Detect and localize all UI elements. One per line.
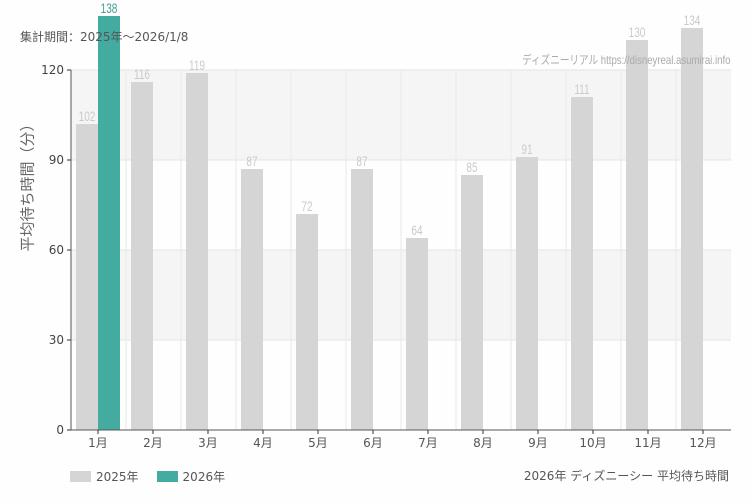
x-tick-label: 5月 <box>308 436 328 450</box>
legend-item-2025[interactable]: 2025年 <box>70 468 139 485</box>
bar-value-label: 130 <box>629 24 646 40</box>
legend-label-2025: 2025年 <box>96 470 139 484</box>
aggregation-period: 集計期間：2025年～2026/1/8 <box>20 30 189 44</box>
bar-2025年 <box>681 28 703 430</box>
bar-2025年 <box>351 169 373 430</box>
chart-caption: 2026年 ディズニーシー 平均待ち時間 <box>523 469 729 483</box>
legend-swatch-2025 <box>70 471 91 482</box>
bar-value-label: 138 <box>101 0 118 16</box>
bar-value-label: 87 <box>246 153 257 169</box>
legend-swatch-2026 <box>156 471 178 482</box>
legend: 2025年 2026年 <box>70 468 225 485</box>
bar-value-label: 116 <box>134 66 150 82</box>
bar-2026年 <box>98 16 120 430</box>
bar-value-label: 87 <box>356 153 367 169</box>
bar-value-label: 91 <box>521 141 532 157</box>
y-tick-label: 120 <box>41 63 64 77</box>
y-tick-label: 30 <box>49 333 64 347</box>
x-tick-label: 7月 <box>418 436 438 450</box>
bar-value-label: 134 <box>684 12 701 28</box>
bar-value-label: 72 <box>301 198 312 214</box>
x-tick-label: 9月 <box>528 436 548 450</box>
bar-2025年 <box>516 157 538 430</box>
x-tick-label: 3月 <box>198 436 218 450</box>
x-tick-label: 6月 <box>363 436 383 450</box>
bar-2025年 <box>186 73 208 430</box>
y-tick-label: 0 <box>56 423 64 437</box>
bar-2025年 <box>241 169 263 430</box>
bar-value-label: 102 <box>79 108 96 124</box>
x-tick-label: 4月 <box>253 436 273 450</box>
x-tick-label: 2月 <box>143 436 163 450</box>
bar-value-label: 64 <box>411 222 422 238</box>
bar-2025年 <box>76 124 98 430</box>
bar-value-label: 119 <box>189 57 205 73</box>
bar-2025年 <box>571 97 593 430</box>
x-tick-label: 8月 <box>473 436 493 450</box>
x-tick-label: 11月 <box>634 436 661 450</box>
bar-2025年 <box>626 40 648 430</box>
bar-2025年 <box>406 238 428 430</box>
bar-2025年 <box>296 214 318 430</box>
bar-2025年 <box>461 175 483 430</box>
y-tick-label: 90 <box>49 153 64 167</box>
x-tick-label: 12月 <box>689 436 716 450</box>
x-tick-label: 1月 <box>88 436 108 450</box>
legend-item-2026[interactable]: 2026年 <box>156 468 226 485</box>
bar-value-label: 85 <box>466 159 477 175</box>
bar-value-label: 111 <box>574 81 589 97</box>
y-tick-label: 60 <box>49 243 64 257</box>
legend-label-2026: 2026年 <box>182 470 226 484</box>
source-credit: ディズニーリアル https://disneyreal.asumirai.inf… <box>521 53 730 67</box>
x-tick-label: 10月 <box>579 436 606 450</box>
bar-2025年 <box>131 82 153 430</box>
y-axis-label: 平均待ち時間（分） <box>18 116 37 252</box>
